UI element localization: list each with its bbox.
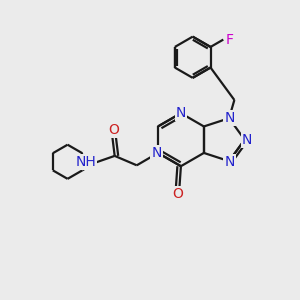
Text: N: N <box>224 111 235 125</box>
Text: N: N <box>242 133 252 147</box>
Text: O: O <box>108 123 119 137</box>
Text: O: O <box>172 187 183 201</box>
Text: F: F <box>226 33 234 46</box>
Text: N: N <box>176 106 186 120</box>
Text: NH: NH <box>76 155 97 169</box>
Text: N: N <box>151 146 162 160</box>
Text: N: N <box>224 155 235 169</box>
